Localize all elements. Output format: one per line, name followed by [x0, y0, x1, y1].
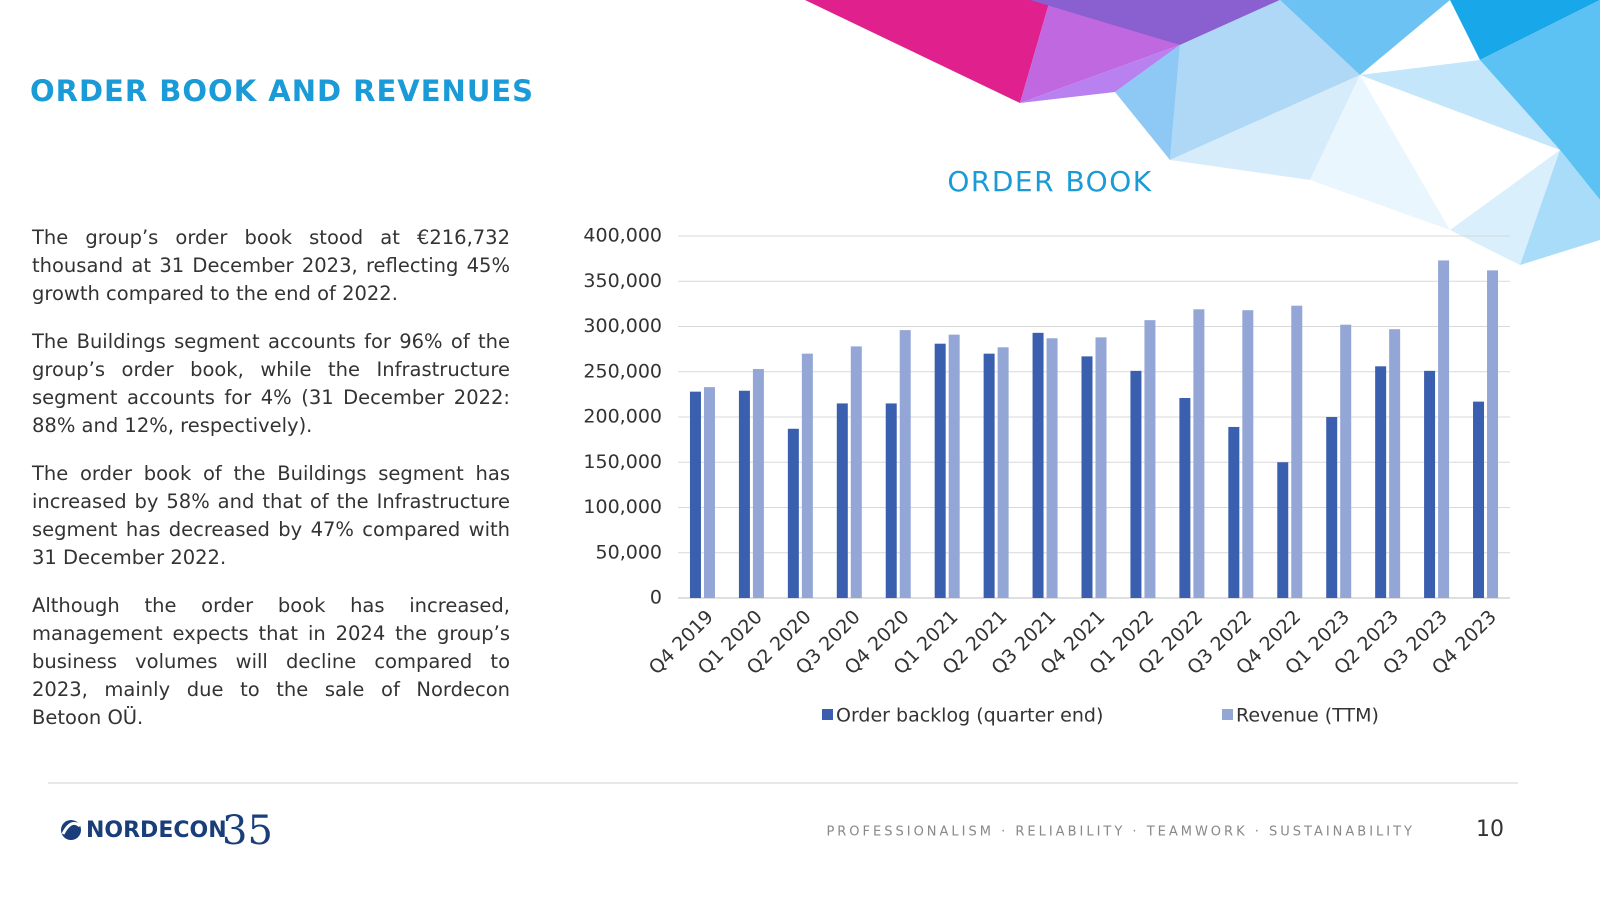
- bar: [1046, 338, 1058, 598]
- y-tick-label: 400,000: [583, 225, 662, 247]
- bar: [836, 403, 848, 598]
- y-tick-label: 50,000: [596, 541, 662, 563]
- y-tick-label: 100,000: [583, 496, 662, 518]
- bar: [1424, 370, 1436, 598]
- bar: [1375, 366, 1387, 598]
- y-tick-label: 200,000: [583, 406, 662, 428]
- y-tick-label: 350,000: [583, 270, 662, 292]
- bar: [1228, 426, 1240, 598]
- bar: [1193, 309, 1205, 598]
- bar: [1095, 337, 1107, 598]
- bar: [1291, 305, 1303, 598]
- bar: [983, 353, 995, 598]
- bar: [1081, 356, 1093, 598]
- bar: [1032, 332, 1044, 598]
- bar: [885, 403, 897, 598]
- logo-number: 35: [222, 808, 273, 854]
- bar: [899, 330, 911, 598]
- bar: [850, 346, 862, 598]
- bar: [787, 428, 799, 598]
- bar: [1242, 310, 1254, 598]
- bar: [1473, 401, 1485, 598]
- bar: [948, 334, 960, 598]
- logo-name: NORDECON: [86, 818, 227, 843]
- bar: [1326, 417, 1338, 598]
- bar: [801, 353, 813, 598]
- y-tick-label: 150,000: [583, 451, 662, 473]
- legend-swatch: [1222, 709, 1233, 720]
- bar: [1438, 260, 1450, 598]
- bar: [1144, 320, 1156, 598]
- bar: [1389, 329, 1401, 598]
- bar: [1130, 370, 1142, 598]
- footer-tagline: PROFESSIONALISM · RELIABILITY · TEAMWORK…: [826, 825, 1415, 840]
- bar: [1487, 270, 1499, 598]
- bar: [934, 343, 946, 598]
- page-number: 10: [1476, 817, 1504, 842]
- legend-swatch: [822, 709, 833, 720]
- legend-label: Order backlog (quarter end): [836, 705, 1103, 727]
- slide-title: ORDER BOOK AND REVENUES: [30, 74, 535, 108]
- bar: [703, 387, 715, 598]
- y-tick-label: 0: [650, 587, 662, 609]
- y-tick-label: 300,000: [583, 315, 662, 337]
- paragraph: The order book of the Buildings segment …: [32, 462, 510, 569]
- bar: [1179, 397, 1191, 598]
- y-tick-label: 250,000: [583, 360, 662, 382]
- legend-label: Revenue (TTM): [1236, 705, 1379, 727]
- paragraph: The Buildings segment accounts for 96% o…: [32, 330, 510, 437]
- bar: [738, 390, 750, 598]
- bar: [1277, 462, 1289, 598]
- body-text: The group’s order book stood at €216,732…: [32, 224, 510, 752]
- paragraph: The group’s order book stood at €216,732…: [32, 226, 510, 305]
- chart-title: ORDER BOOK: [947, 165, 1152, 198]
- bar: [689, 391, 701, 598]
- bar: [997, 347, 1009, 598]
- decoration: [805, 0, 1600, 265]
- bar: [752, 369, 764, 598]
- paragraph: Although the order book has increased, m…: [32, 594, 510, 729]
- bar: [1340, 324, 1352, 598]
